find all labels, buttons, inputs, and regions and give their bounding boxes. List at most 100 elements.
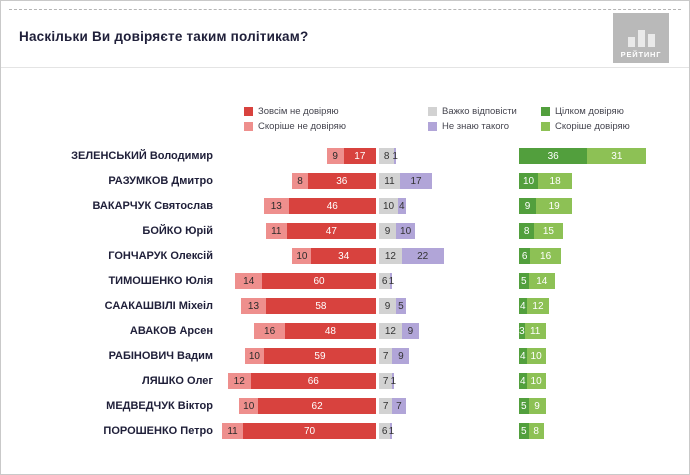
logo-label: РЕЙТИНГ: [620, 50, 662, 59]
distrust-bar-group: 16 48: [1, 323, 376, 339]
legend-item-fully-trust: Цілком довіряю: [541, 105, 630, 117]
logo-bar: [647, 34, 655, 47]
chart-row: МЕДВЕДЧУК Віктор 10 62 7 7 5 9: [1, 398, 689, 423]
legend-swatch: [541, 106, 550, 116]
distrust-bar-group: 8 36: [1, 173, 376, 189]
segment-rather-trust: 12: [526, 298, 550, 314]
distrust-bar-group: 13 58: [1, 298, 376, 314]
segment-rather-trust: 18: [538, 173, 573, 189]
neutral-bar-group: 12 9: [379, 323, 419, 339]
segment-hard-to-answer: 7: [379, 373, 393, 389]
segment-dont-know-person: 7: [392, 398, 406, 414]
segment-fully-trust: 9: [519, 198, 537, 214]
chart-row: БОЙКО Юрій 11 47 9 10 8 15: [1, 223, 689, 248]
legend: Зовсім не довіряю Скоріше не довіряю Важко…: [1, 105, 689, 141]
legend-column: Цілком довіряю Скоріше довіряю: [541, 105, 630, 135]
segment-hard-to-answer: 12: [379, 323, 402, 339]
trust-bar-group: 5 14: [519, 273, 556, 289]
segment-hard-to-answer: 7: [379, 398, 393, 414]
chart-row: ПОРОШЕНКО Петро 11 70 6 1 5 8: [1, 423, 689, 448]
segment-rather-distrust: 10: [292, 248, 312, 264]
segment-hard-to-answer: 8: [379, 148, 395, 164]
segment-rather-trust: 8: [528, 423, 544, 439]
segment-dont-know-person: 10: [396, 223, 416, 239]
segment-hard-to-answer: 12: [379, 248, 402, 264]
legend-label: Зовсім не довіряю: [258, 105, 339, 117]
legend-swatch: [428, 106, 437, 116]
politician-name: БОЙКО Юрій: [142, 225, 213, 237]
segment-fully-trust: 36: [519, 148, 588, 164]
segment-dont-know-person: 4: [398, 198, 406, 214]
segment-rather-distrust: 16: [254, 323, 285, 339]
politician-name: ПОРОШЕНКО Петро: [103, 425, 213, 437]
legend-item-rather-distrust: Скоріше не довіряю: [244, 120, 346, 132]
legend-swatch: [244, 106, 253, 116]
segment-rather-trust: 10: [526, 348, 546, 364]
segment-completely-distrust: 17: [343, 148, 376, 164]
distrust-bar-group: 10 62: [1, 398, 376, 414]
politician-name: ТИМОШЕНКО Юлія: [108, 275, 213, 287]
distrust-bar-group: 13 46: [1, 198, 376, 214]
politician-name: АВАКОВ Арсен: [129, 325, 213, 337]
distrust-bar-group: 11 70: [1, 423, 376, 439]
segment-completely-distrust: 36: [307, 173, 376, 189]
legend-column: Зовсім не довіряю Скоріше не довіряю: [244, 105, 346, 135]
segment-completely-distrust: 34: [311, 248, 376, 264]
legend-swatch: [244, 121, 253, 131]
chart-row: ТИМОШЕНКО Юлія 14 60 6 1 5 14: [1, 273, 689, 298]
legend-swatch: [541, 121, 550, 131]
distrust-bar-group: 14 60: [1, 273, 376, 289]
neutral-bar-group: 9 10: [379, 223, 416, 239]
segment-rather-distrust: 11: [222, 423, 243, 439]
legend-swatch: [428, 121, 437, 131]
page-title: Наскільки Ви довіряєте таким політикам?: [19, 29, 309, 44]
segment-dont-know-person: 1: [389, 273, 394, 289]
politician-name: МЕДВЕДЧУК Віктор: [106, 400, 213, 412]
segment-rather-distrust: 11: [265, 223, 287, 239]
legend-label: Скоріше довіряю: [555, 120, 630, 132]
trust-bar-group: 4 10: [519, 373, 546, 389]
neutral-bar-group: 11 17: [379, 173, 433, 189]
chart-row: ВАКАРЧУК Святослав 13 46 10 4 9 19: [1, 198, 689, 223]
distrust-bar-group: 11 47: [1, 223, 376, 239]
segment-rather-distrust: 13: [241, 298, 266, 314]
segment-rather-trust: 14: [528, 273, 556, 289]
distrust-bar-group: 12 66: [1, 373, 376, 389]
segment-hard-to-answer: 6: [379, 273, 391, 289]
segment-rather-distrust: 8: [292, 173, 308, 189]
legend-column: Важко відповісти Не знаю такого: [428, 105, 517, 135]
neutral-bar-group: 10 4: [379, 198, 406, 214]
segment-completely-distrust: 46: [288, 198, 376, 214]
segment-dont-know-person: 9: [392, 348, 410, 364]
segment-completely-distrust: 66: [250, 373, 376, 389]
chart-row: АВАКОВ Арсен 16 48 12 9 3 11: [1, 323, 689, 348]
trust-chart: ЗЕЛЕНСЬКИЙ Володимир 9 17 8 1 36 31 РАЗУМКОВ Дм…: [1, 148, 689, 448]
politician-name: ГОНЧАРУК Олексій: [108, 250, 213, 262]
logo-bar: [637, 30, 645, 47]
segment-fully-trust: 4: [519, 373, 527, 389]
logo-bar: [627, 37, 635, 47]
legend-item-hard-to-answer: Важко відповісти: [428, 105, 517, 117]
chart-row: РАЗУМКОВ Дмитро 8 36 11 17 10 18: [1, 173, 689, 198]
politician-name: РАБІНОВИЧ Вадим: [108, 350, 213, 362]
top-dashed-divider: [9, 9, 681, 10]
segment-hard-to-answer: 11: [379, 173, 400, 189]
distrust-bar-group: 10 59: [1, 348, 376, 364]
politician-name: ВАКАРЧУК Святослав: [92, 200, 213, 212]
politician-name: СААКАШВІЛІ Міхеіл: [104, 300, 213, 312]
distrust-bar-group: 10 34: [1, 248, 376, 264]
trust-bar-group: 8 15: [519, 223, 563, 239]
legend-item-completely-distrust: Зовсім не довіряю: [244, 105, 346, 117]
segment-dont-know-person: 22: [401, 248, 444, 264]
chart-row: СААКАШВІЛІ Міхеіл 13 58 9 5 4 12: [1, 298, 689, 323]
segment-rather-trust: 9: [528, 398, 546, 414]
trust-bar-group: 9 19: [519, 198, 573, 214]
segment-fully-trust: 8: [519, 223, 535, 239]
